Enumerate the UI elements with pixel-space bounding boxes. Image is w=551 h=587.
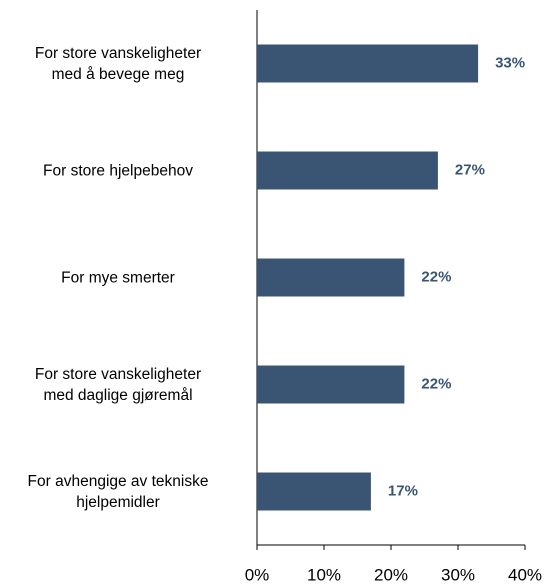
bar — [257, 151, 438, 190]
bar — [257, 258, 405, 297]
category-label: For store vanskeligheter med å bevege me… — [34, 44, 202, 83]
x-tick-label: 0% — [245, 565, 270, 584]
category-label: For mye smerter — [61, 269, 175, 286]
value-label: 17% — [388, 482, 418, 499]
bar — [257, 365, 405, 404]
value-label: 22% — [421, 375, 451, 392]
value-label: 33% — [495, 54, 525, 71]
x-tick-label: 20% — [374, 565, 408, 584]
bar — [257, 472, 371, 511]
x-tick-label: 30% — [441, 565, 475, 584]
bar — [257, 44, 479, 83]
x-tick-label: 40% — [508, 565, 542, 584]
category-label: For store vanskeligheter med daglige gjø… — [34, 365, 202, 404]
x-tick-label: 10% — [307, 565, 341, 584]
category-label: For avhengige av tekniske hjelpemidler — [27, 472, 209, 511]
category-label: For store hjelpebehov — [43, 162, 193, 179]
value-label: 22% — [421, 268, 451, 285]
value-label: 27% — [455, 161, 485, 178]
